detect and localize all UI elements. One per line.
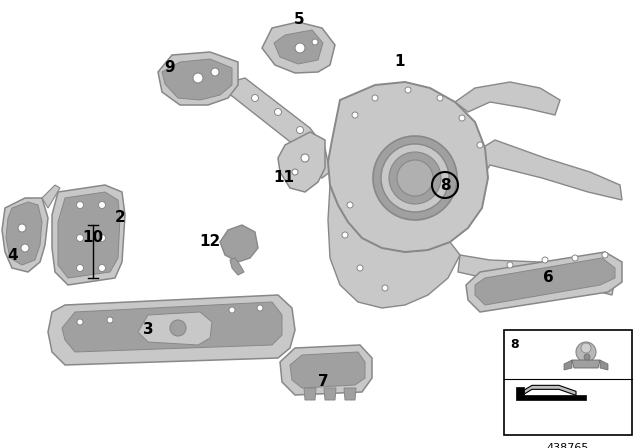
Polygon shape [475,258,615,305]
Polygon shape [466,252,622,312]
Circle shape [352,112,358,118]
Circle shape [437,95,443,101]
Circle shape [405,87,411,93]
Circle shape [77,202,83,208]
Circle shape [542,257,548,263]
Circle shape [347,202,353,208]
Polygon shape [600,360,608,370]
Polygon shape [138,312,212,345]
Circle shape [301,154,309,162]
Polygon shape [2,198,48,272]
Polygon shape [304,388,316,400]
Polygon shape [572,360,600,368]
Circle shape [99,234,106,241]
Polygon shape [455,82,560,115]
Text: 2: 2 [115,211,125,225]
Circle shape [584,354,590,360]
Circle shape [21,244,29,252]
Circle shape [275,108,282,116]
Circle shape [572,255,578,261]
Circle shape [342,232,348,238]
Circle shape [382,285,388,291]
Circle shape [257,305,263,311]
Circle shape [193,73,203,83]
Circle shape [211,68,219,76]
Text: 8: 8 [440,177,451,193]
Circle shape [602,252,608,258]
Circle shape [389,152,441,204]
Polygon shape [230,258,244,275]
Circle shape [357,265,363,271]
Polygon shape [6,202,42,265]
Polygon shape [324,388,336,400]
Text: 3: 3 [143,323,154,337]
Text: 7: 7 [317,375,328,389]
Polygon shape [220,225,258,262]
Circle shape [507,262,513,268]
Polygon shape [344,388,356,400]
Text: 9: 9 [164,60,175,76]
Circle shape [18,224,26,232]
Circle shape [373,136,457,220]
Polygon shape [458,255,615,295]
Circle shape [77,234,83,241]
Circle shape [381,144,449,212]
Circle shape [77,319,83,325]
Polygon shape [58,192,120,278]
Circle shape [170,320,186,336]
Circle shape [77,264,83,271]
Polygon shape [48,295,295,365]
Polygon shape [278,132,325,192]
Polygon shape [522,385,576,395]
Text: 6: 6 [543,271,554,285]
Text: 1: 1 [395,55,405,69]
Circle shape [292,169,298,175]
Text: 5: 5 [294,13,304,27]
Text: 10: 10 [83,231,104,246]
Polygon shape [290,352,365,388]
Text: 12: 12 [200,234,221,250]
Circle shape [576,342,596,362]
Polygon shape [516,388,524,395]
Polygon shape [328,82,488,252]
Text: 4: 4 [8,247,19,263]
Polygon shape [262,22,335,73]
Bar [504,330,632,435]
Text: 438765: 438765 [547,443,589,448]
Polygon shape [328,185,460,308]
Circle shape [459,115,465,121]
Circle shape [295,43,305,53]
Circle shape [252,95,259,102]
Polygon shape [158,52,238,105]
Text: 11: 11 [273,171,294,185]
Polygon shape [280,345,372,395]
Circle shape [312,39,318,45]
Polygon shape [62,302,282,352]
Polygon shape [564,360,572,370]
Polygon shape [162,59,232,100]
Polygon shape [274,30,323,64]
Text: 8: 8 [510,338,518,351]
Polygon shape [52,185,125,285]
Polygon shape [482,140,622,200]
Circle shape [372,95,378,101]
Polygon shape [42,185,60,208]
Bar [516,395,586,401]
Circle shape [107,317,113,323]
Circle shape [477,142,483,148]
Circle shape [296,126,303,134]
Circle shape [229,307,235,313]
Polygon shape [218,78,330,178]
Circle shape [99,202,106,208]
Circle shape [99,264,106,271]
Circle shape [397,160,433,196]
Circle shape [581,343,591,353]
